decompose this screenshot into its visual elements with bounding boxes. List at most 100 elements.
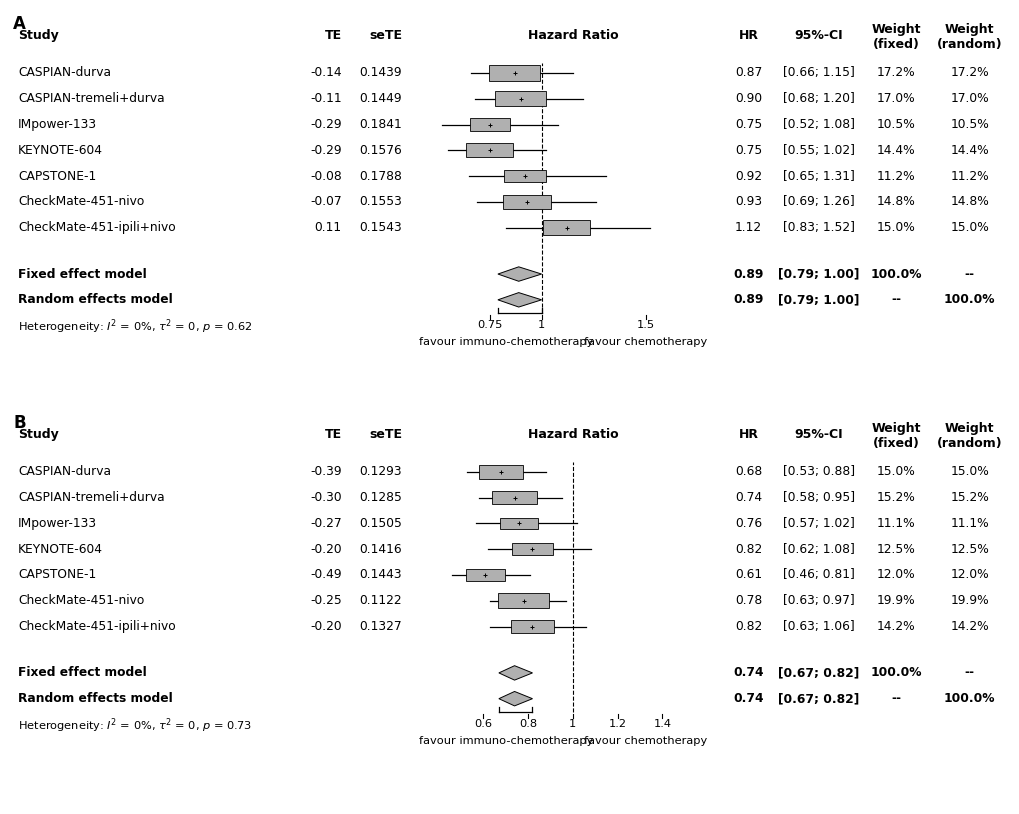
Text: HR: HR	[738, 29, 758, 42]
Text: seTE: seTE	[369, 428, 401, 441]
Bar	[502, 195, 550, 209]
Text: 0.61: 0.61	[735, 568, 761, 581]
Text: TE: TE	[324, 29, 341, 42]
Text: 15.0%: 15.0%	[950, 466, 988, 479]
Text: 0.1505: 0.1505	[359, 517, 401, 530]
Text: CheckMate-451-ipili+nivo: CheckMate-451-ipili+nivo	[18, 620, 176, 633]
Polygon shape	[497, 292, 541, 307]
Text: 1.4: 1.4	[653, 720, 671, 729]
Text: 100.0%: 100.0%	[870, 268, 921, 281]
Polygon shape	[497, 267, 541, 282]
Bar	[497, 593, 548, 609]
Text: 15.0%: 15.0%	[876, 466, 915, 479]
Text: 0.75: 0.75	[477, 321, 501, 330]
Bar	[512, 543, 552, 555]
Bar	[511, 620, 553, 633]
Bar	[542, 221, 590, 235]
Text: HR: HR	[738, 428, 758, 441]
Polygon shape	[498, 666, 532, 681]
Text: Study: Study	[18, 29, 59, 42]
Text: -0.14: -0.14	[310, 67, 341, 80]
Text: -0.29: -0.29	[310, 144, 341, 157]
Text: Study: Study	[18, 428, 59, 441]
Text: 11.2%: 11.2%	[876, 169, 915, 182]
Text: 10.5%: 10.5%	[876, 118, 915, 131]
Text: 11.1%: 11.1%	[950, 517, 988, 530]
Text: Random effects model: Random effects model	[18, 293, 173, 306]
Text: 0.74: 0.74	[733, 692, 763, 705]
Text: 1.12: 1.12	[735, 221, 761, 234]
Text: seTE: seTE	[369, 29, 401, 42]
Polygon shape	[498, 691, 532, 706]
Text: Hazard Ratio: Hazard Ratio	[527, 29, 618, 42]
Text: 0.93: 0.93	[735, 195, 761, 208]
Text: [0.67; 0.82]: [0.67; 0.82]	[777, 692, 859, 705]
Text: 12.5%: 12.5%	[950, 543, 988, 556]
Text: 11.1%: 11.1%	[876, 517, 915, 530]
Text: 14.8%: 14.8%	[876, 195, 915, 208]
Text: 100.0%: 100.0%	[943, 293, 995, 306]
Text: [0.58; 0.95]: [0.58; 0.95]	[783, 491, 854, 504]
Text: 0.6: 0.6	[474, 720, 492, 729]
Text: 14.4%: 14.4%	[950, 144, 988, 157]
Text: [0.68; 1.20]: [0.68; 1.20]	[783, 92, 854, 105]
Text: 0.1553: 0.1553	[359, 195, 401, 208]
Text: 1.5: 1.5	[636, 321, 654, 330]
Text: 0.1122: 0.1122	[359, 594, 401, 607]
Text: 1.2: 1.2	[608, 720, 626, 729]
Text: 0.1416: 0.1416	[359, 543, 401, 556]
Text: [0.57; 1.02]: [0.57; 1.02]	[783, 517, 854, 530]
Text: CASPIAN-tremeli+durva: CASPIAN-tremeli+durva	[18, 491, 165, 504]
Text: favour chemotherapy: favour chemotherapy	[584, 736, 706, 746]
Text: 0.1449: 0.1449	[359, 92, 401, 105]
Bar	[488, 65, 540, 81]
Text: 14.8%: 14.8%	[950, 195, 988, 208]
Text: TE: TE	[324, 428, 341, 441]
Text: [0.55; 1.02]: [0.55; 1.02]	[783, 144, 854, 157]
Text: 0.82: 0.82	[735, 543, 761, 556]
Text: --: --	[891, 692, 901, 705]
Text: 1: 1	[537, 321, 545, 330]
Text: -0.39: -0.39	[310, 466, 341, 479]
Text: 15.0%: 15.0%	[876, 221, 915, 234]
Bar	[495, 91, 546, 107]
Text: -0.29: -0.29	[310, 118, 341, 131]
Text: -0.07: -0.07	[310, 195, 341, 208]
Text: 0.1788: 0.1788	[359, 169, 401, 182]
Text: CASPIAN-tremeli+durva: CASPIAN-tremeli+durva	[18, 92, 165, 105]
Text: 0.1327: 0.1327	[359, 620, 401, 633]
Text: 0.76: 0.76	[735, 517, 761, 530]
Text: -0.49: -0.49	[310, 568, 341, 581]
Text: CASPIAN-durva: CASPIAN-durva	[18, 466, 111, 479]
Text: (random): (random)	[936, 437, 1002, 450]
Text: [0.66; 1.15]: [0.66; 1.15]	[783, 67, 854, 80]
Text: 19.9%: 19.9%	[950, 594, 988, 607]
Text: 100.0%: 100.0%	[870, 667, 921, 680]
Text: 1: 1	[569, 720, 576, 729]
Text: [0.69; 1.26]: [0.69; 1.26]	[783, 195, 854, 208]
Text: [0.52; 1.08]: [0.52; 1.08]	[783, 118, 854, 131]
Text: [0.62; 1.08]: [0.62; 1.08]	[783, 543, 854, 556]
Text: 0.92: 0.92	[735, 169, 761, 182]
Bar	[503, 170, 545, 182]
Text: 0.89: 0.89	[733, 268, 763, 281]
Text: 0.8: 0.8	[519, 720, 537, 729]
Text: 10.5%: 10.5%	[950, 118, 988, 131]
Text: --: --	[964, 268, 974, 281]
Text: favour immuno-chemotherapy: favour immuno-chemotherapy	[418, 337, 592, 347]
Text: [0.65; 1.31]: [0.65; 1.31]	[783, 169, 854, 182]
Text: Heterogeneity: $I^2$ = 0%, $\tau^2$ = 0, $p$ = 0.73: Heterogeneity: $I^2$ = 0%, $\tau^2$ = 0,…	[18, 716, 252, 735]
Text: 12.0%: 12.0%	[950, 568, 988, 581]
Text: [0.67; 0.82]: [0.67; 0.82]	[777, 667, 859, 680]
Text: (fixed): (fixed)	[872, 38, 919, 51]
Text: 14.4%: 14.4%	[876, 144, 915, 157]
Text: Hazard Ratio: Hazard Ratio	[527, 428, 618, 441]
Bar	[466, 143, 513, 157]
Text: [0.79; 1.00]: [0.79; 1.00]	[777, 293, 859, 306]
Text: 0.74: 0.74	[733, 667, 763, 680]
Bar	[478, 465, 523, 479]
Text: (fixed): (fixed)	[872, 437, 919, 450]
Text: [0.53; 0.88]: [0.53; 0.88]	[783, 466, 854, 479]
Text: -0.25: -0.25	[310, 594, 341, 607]
Text: 0.75: 0.75	[735, 144, 761, 157]
